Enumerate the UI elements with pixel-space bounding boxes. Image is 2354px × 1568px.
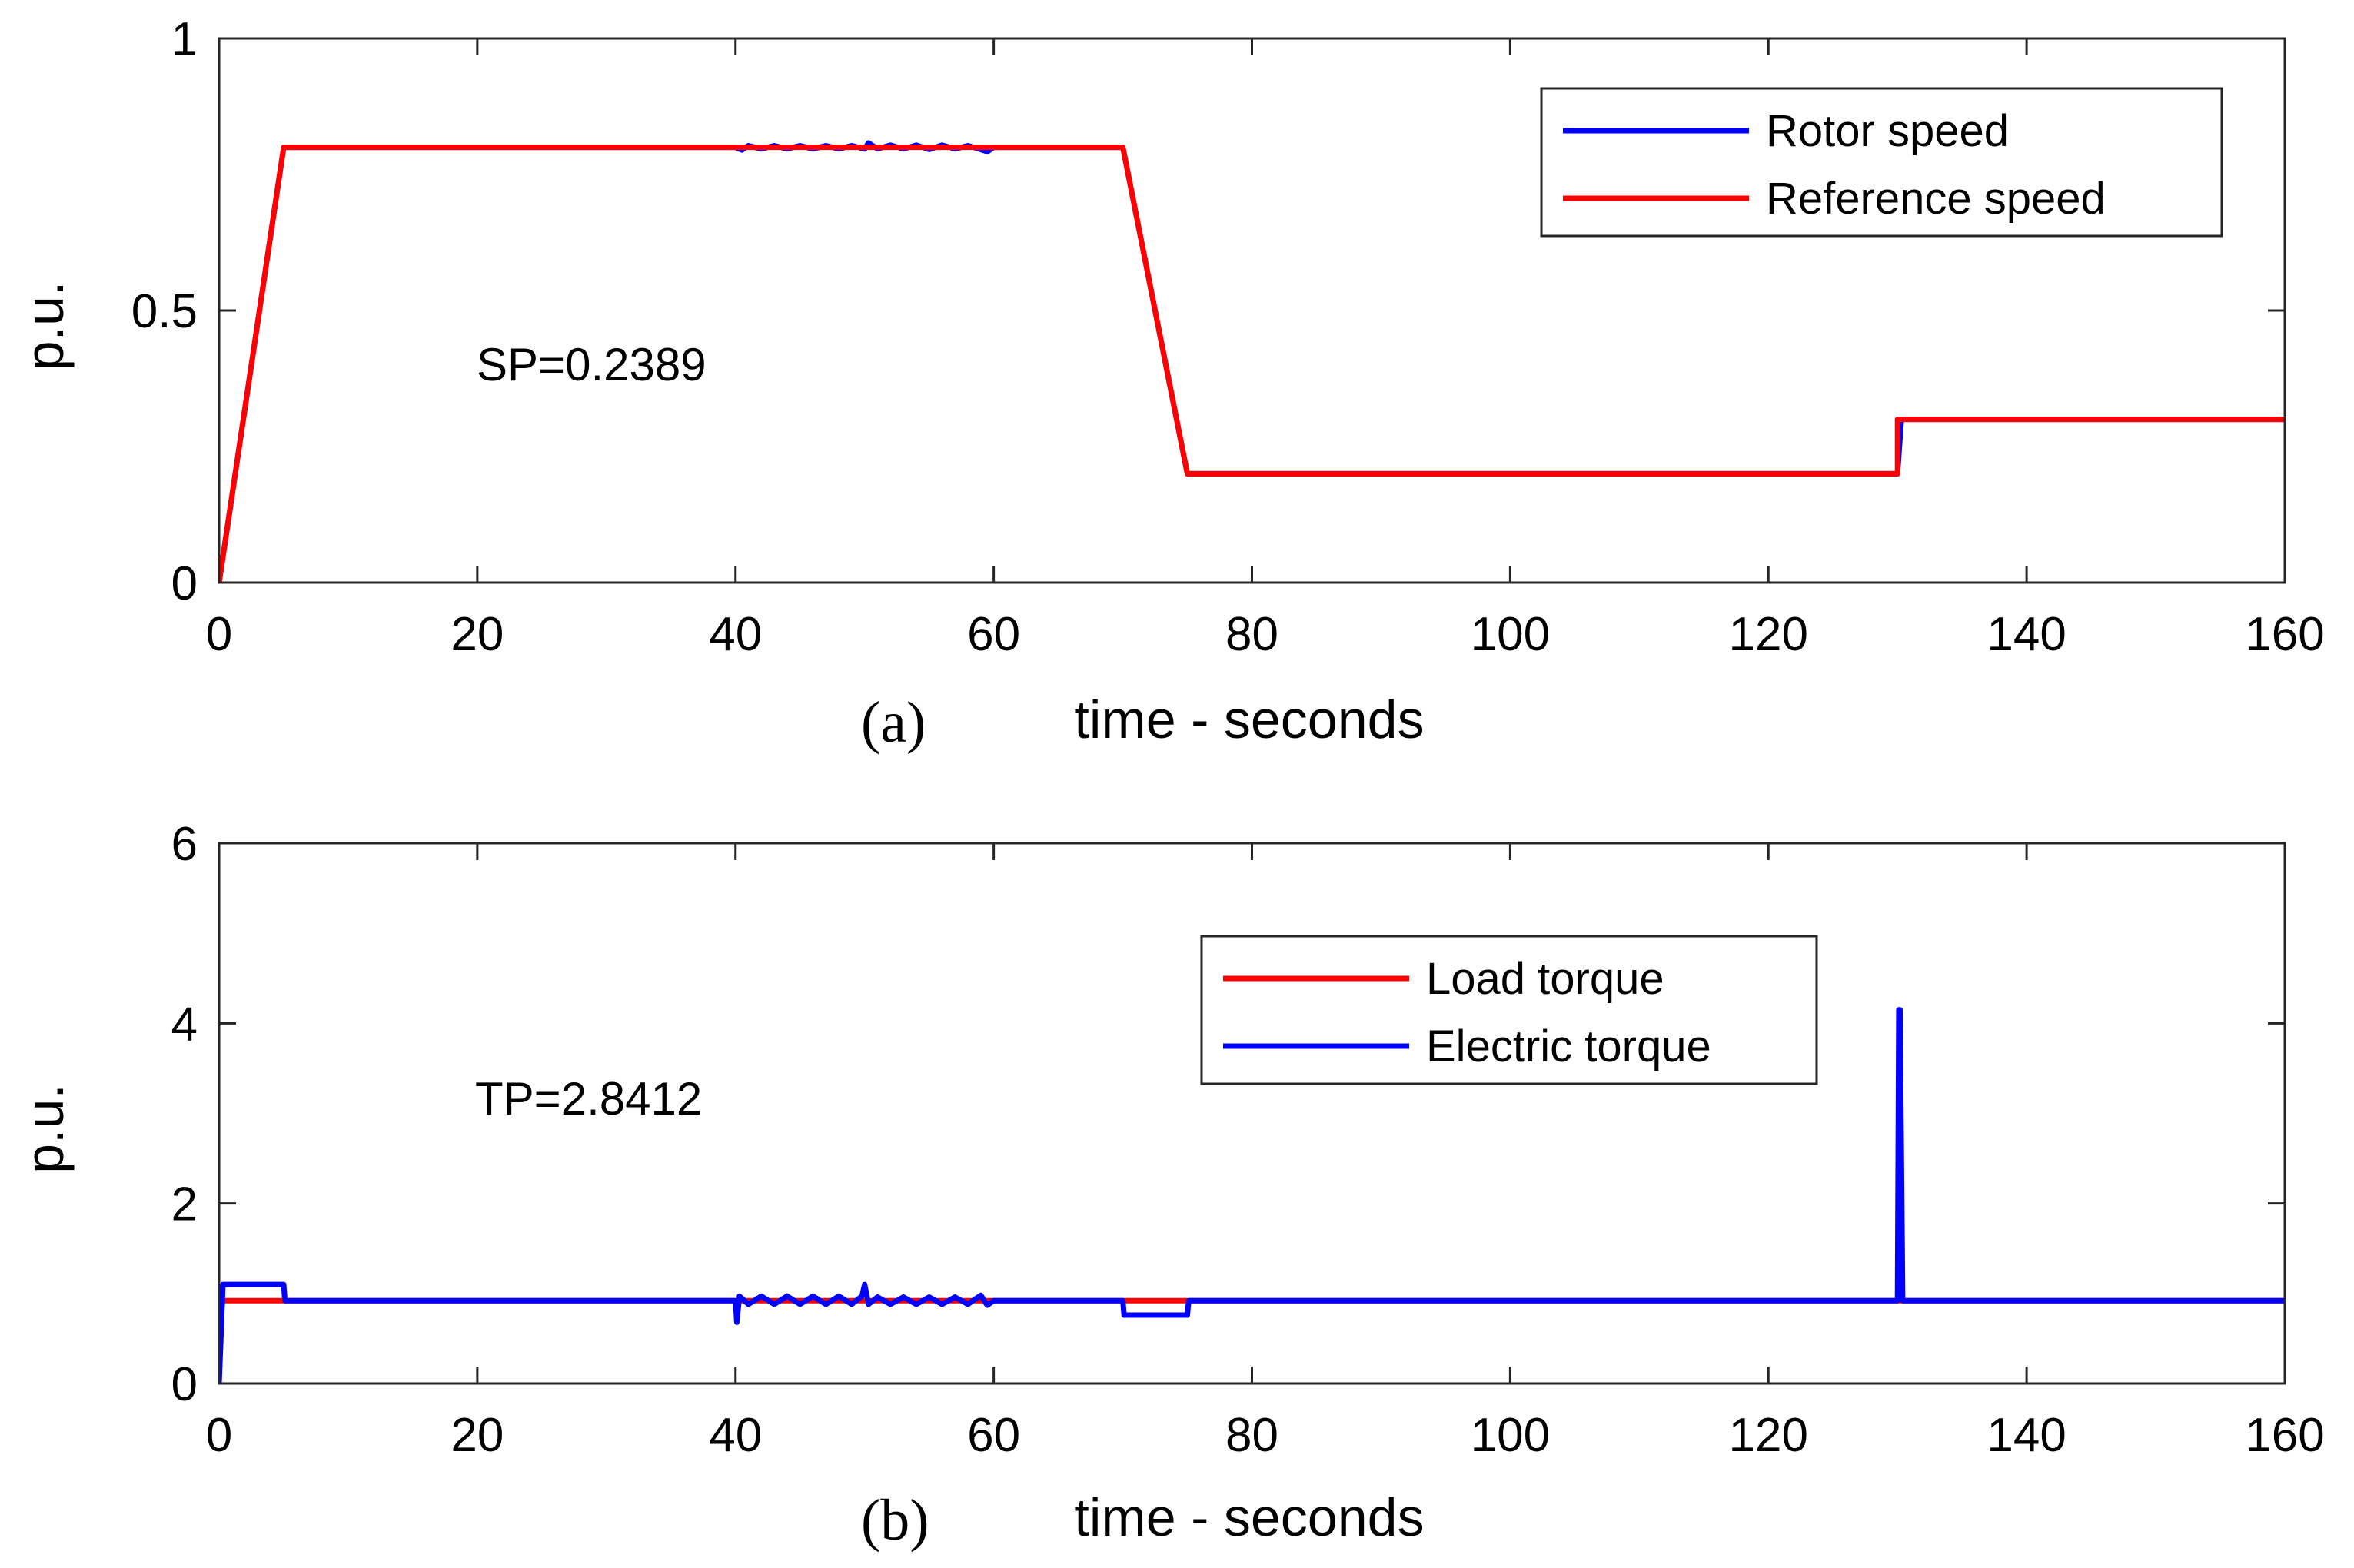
- x-tick-label: 80: [1225, 1409, 1278, 1462]
- x-tick-label: 20: [451, 608, 504, 661]
- x-axis-label: time - seconds: [1074, 1487, 1424, 1547]
- y-axis-label: p.u.: [15, 281, 75, 371]
- x-tick-label: 40: [709, 608, 762, 661]
- x-tick-label: 40: [709, 1409, 762, 1462]
- annotation-text: TP=2.8412: [475, 1073, 702, 1125]
- legend-entry: Reference speed: [1766, 174, 2106, 224]
- x-tick-label: 160: [2245, 1409, 2324, 1462]
- legend: Rotor speed Reference speed: [1540, 87, 2223, 238]
- y-tick-label: 4: [171, 998, 198, 1051]
- x-tick-label: 20: [451, 1409, 504, 1462]
- x-tick-label: 60: [967, 608, 1020, 661]
- x-tick-label: 60: [967, 1409, 1020, 1462]
- x-tick-label: 100: [1471, 1409, 1550, 1462]
- y-tick-label: 6: [171, 818, 198, 871]
- x-tick-label: 0: [206, 1409, 232, 1462]
- chart-panel-a: 0 20 40 60 80 100 120 140 160 0 0.5 1 p.u. (a) time - …: [15, 13, 2325, 755]
- x-tick-label: 120: [1729, 1409, 1808, 1462]
- legend-entry: Load torque: [1426, 954, 1664, 1004]
- y-tick-label: 0: [171, 557, 198, 610]
- y-tick-label: 0.5: [131, 285, 198, 338]
- legend-box: [1540, 87, 2223, 238]
- x-tick-label: 80: [1225, 608, 1278, 661]
- legend: Load torque Electric torque: [1200, 935, 1818, 1085]
- x-tick-label: 100: [1471, 608, 1550, 661]
- panel-label: (b): [861, 1488, 929, 1553]
- x-tick-label: 0: [206, 608, 232, 661]
- series-line-electric-torque: [219, 1007, 2285, 1384]
- x-tick-label: 160: [2245, 608, 2324, 661]
- y-axis-label: p.u.: [15, 1084, 75, 1174]
- series-line-reference-speed: [219, 145, 2285, 583]
- y-tick-label: 1: [171, 13, 198, 66]
- panel-label: (a): [861, 690, 926, 755]
- chart-panel-b: 0 20 40 60 80 100 120 140 160 0 2 4 6 p.u. (b) time - s…: [15, 818, 2325, 1553]
- x-tick-label: 140: [1987, 1409, 2066, 1462]
- x-axis-label: time - seconds: [1074, 689, 1424, 749]
- annotation-text: SP=0.2389: [477, 339, 707, 390]
- x-tick-label: 140: [1987, 608, 2066, 661]
- legend-box: [1200, 935, 1818, 1085]
- x-tick-label: 120: [1729, 608, 1808, 661]
- y-tick-label: 0: [171, 1358, 198, 1411]
- y-tick-label: 2: [171, 1178, 198, 1231]
- legend-entry: Rotor speed: [1766, 106, 2009, 156]
- legend-entry: Electric torque: [1426, 1022, 1711, 1071]
